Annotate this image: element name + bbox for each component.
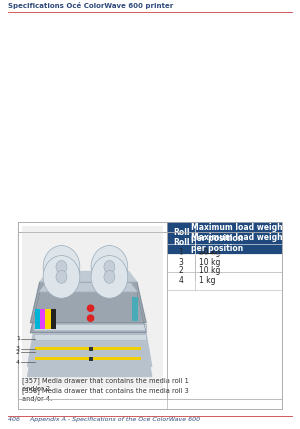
Polygon shape <box>40 281 137 292</box>
Text: 4: 4 <box>16 360 20 365</box>
Ellipse shape <box>91 256 128 298</box>
Text: 2: 2 <box>178 266 183 275</box>
Ellipse shape <box>43 245 80 288</box>
Bar <box>35 347 141 350</box>
Polygon shape <box>31 282 146 323</box>
Ellipse shape <box>91 245 128 288</box>
Ellipse shape <box>56 270 67 283</box>
Polygon shape <box>31 292 146 332</box>
Bar <box>35 309 40 319</box>
Bar <box>22 236 163 388</box>
Bar <box>167 262 282 280</box>
Ellipse shape <box>56 260 67 273</box>
Circle shape <box>87 314 94 322</box>
Bar <box>35 356 141 360</box>
Ellipse shape <box>43 256 80 298</box>
Bar <box>40 309 46 319</box>
Polygon shape <box>34 334 146 340</box>
Bar <box>40 319 46 329</box>
Ellipse shape <box>104 260 115 273</box>
Text: [358] Media drawer that contains the media roll 3
and/or 4.: [358] Media drawer that contains the med… <box>22 387 189 402</box>
Bar <box>51 319 56 329</box>
Bar <box>17 222 283 400</box>
Text: [357] Media drawer that contains the media roll 1
and/or 2.: [357] Media drawer that contains the med… <box>22 377 189 392</box>
Polygon shape <box>28 340 152 377</box>
Text: Roll: Roll <box>173 228 189 237</box>
Text: Maximum load weight
per position: Maximum load weight per position <box>191 233 286 253</box>
Bar <box>132 296 138 311</box>
Bar <box>18 222 282 399</box>
Bar <box>91 357 93 361</box>
Text: Roll: Roll <box>173 238 189 247</box>
Bar <box>132 307 138 321</box>
Text: 10 kg: 10 kg <box>199 266 220 275</box>
Text: 3: 3 <box>16 346 20 351</box>
Ellipse shape <box>104 270 115 283</box>
Bar <box>51 309 56 319</box>
Polygon shape <box>40 272 137 282</box>
Bar <box>22 226 163 378</box>
Bar <box>18 222 282 399</box>
Text: 3: 3 <box>178 258 183 267</box>
Text: 2: 2 <box>16 350 20 355</box>
Bar <box>18 232 282 409</box>
Bar <box>18 232 282 409</box>
Text: 1: 1 <box>178 248 183 257</box>
Bar <box>167 232 282 254</box>
Text: 20 kg: 20 kg <box>199 248 220 257</box>
Text: Specifications Océ ColorWave 600 printer: Specifications Océ ColorWave 600 printer <box>8 2 173 9</box>
Bar <box>91 347 93 351</box>
Bar <box>167 272 282 290</box>
Bar <box>89 357 91 361</box>
Polygon shape <box>34 324 146 330</box>
Text: 1: 1 <box>16 336 20 341</box>
Polygon shape <box>28 330 152 366</box>
Bar <box>167 244 282 262</box>
Bar <box>89 347 91 351</box>
Text: 406     Appendix A - Specifications of the Océ ColorWave 600: 406 Appendix A - Specifications of the O… <box>8 417 200 422</box>
Text: Maximum load weight
per position: Maximum load weight per position <box>191 223 286 243</box>
Text: 10 kg: 10 kg <box>199 258 220 267</box>
Bar <box>46 319 51 329</box>
Text: 4: 4 <box>178 276 183 285</box>
Bar <box>35 319 40 329</box>
Circle shape <box>87 305 94 312</box>
Bar <box>167 254 282 272</box>
Text: 1 kg: 1 kg <box>199 276 215 285</box>
Bar <box>46 309 51 319</box>
Bar <box>167 222 282 244</box>
